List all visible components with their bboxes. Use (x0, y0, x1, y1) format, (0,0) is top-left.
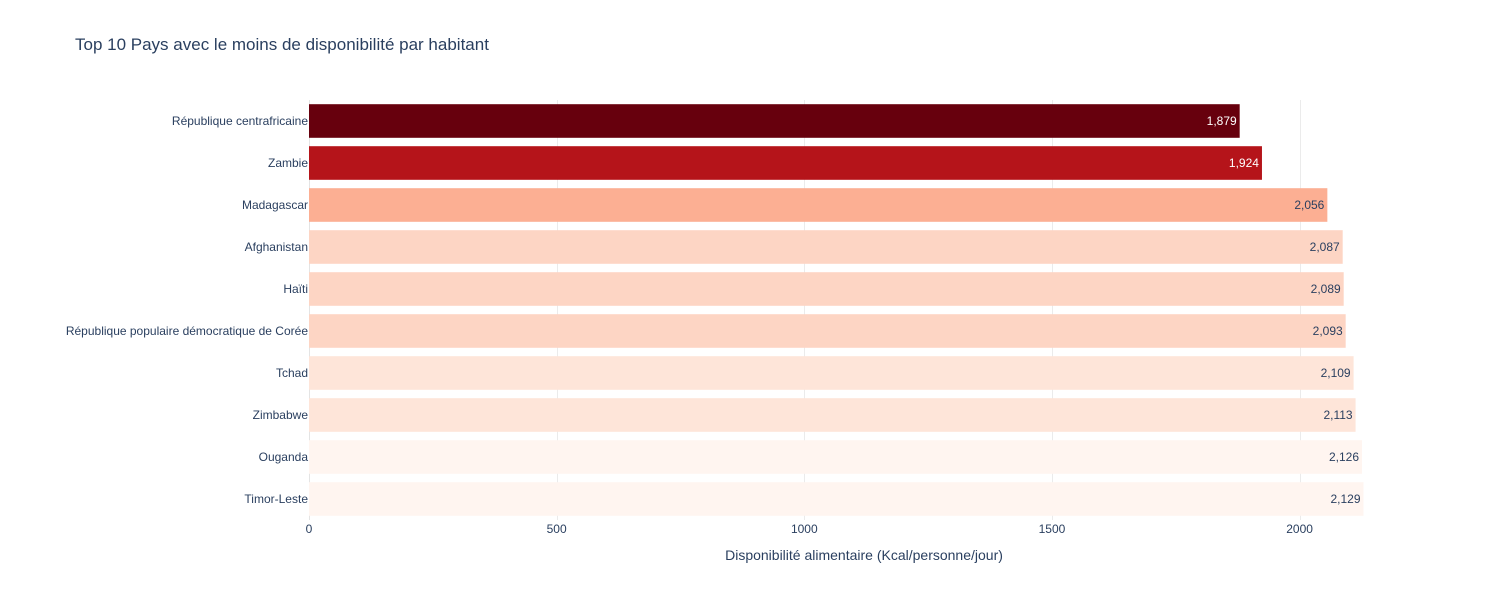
x-tick-label: 1500 (1039, 522, 1066, 536)
bar-value-label: 2,093 (1313, 324, 1343, 338)
y-axis-tick-labels: République centrafricaine Zambie Madagasca… (66, 114, 308, 506)
x-axis-title: Disponibilité alimentaire (Kcal/personne… (725, 547, 1003, 563)
x-tick-label: 0 (306, 522, 313, 536)
bar[interactable] (309, 104, 1240, 138)
y-tick-label: Zambie (268, 156, 308, 170)
bar-value-label: 1,924 (1229, 156, 1259, 170)
bar[interactable] (309, 230, 1343, 264)
bar-value-label: 2,087 (1310, 240, 1340, 254)
y-tick-label: Timor-Leste (244, 492, 308, 506)
bar-value-label: 2,089 (1311, 282, 1341, 296)
x-tick-label: 500 (547, 522, 567, 536)
y-tick-label: République populaire démocratique de Cor… (66, 324, 308, 338)
y-tick-label: Madagascar (242, 198, 308, 212)
bar[interactable] (309, 440, 1363, 474)
bar-value-label: 2,113 (1323, 408, 1352, 422)
bar[interactable] (309, 398, 1356, 432)
x-axis-tick-labels: 0 500 1000 1500 2000 (306, 522, 1314, 536)
bar-value-label: 1,879 (1207, 114, 1237, 128)
bar[interactable] (309, 356, 1354, 390)
x-tick-label: 2000 (1286, 522, 1313, 536)
y-tick-label: Afghanistan (245, 240, 308, 254)
bar[interactable] (309, 272, 1344, 306)
y-tick-label: Ouganda (259, 450, 309, 464)
bar[interactable] (309, 146, 1262, 180)
y-tick-label: Tchad (276, 366, 308, 380)
bars (309, 104, 1364, 516)
bar[interactable] (309, 188, 1328, 222)
bar-value-label: 2,126 (1329, 450, 1359, 464)
bar-value-label: 2,109 (1321, 366, 1351, 380)
bar-value-label: 2,056 (1294, 198, 1324, 212)
y-tick-label: Haïti (283, 282, 308, 296)
y-tick-label: République centrafricaine (172, 114, 308, 128)
bar[interactable] (309, 314, 1346, 348)
bar[interactable] (309, 482, 1364, 516)
bar-value-label: 2,129 (1330, 492, 1360, 506)
y-tick-label: Zimbabwe (253, 408, 309, 422)
chart-title: Top 10 Pays avec le moins de disponibili… (75, 35, 489, 54)
bar-value-labels: 1,879 1,924 2,056 2,087 2,089 2,093 2,109 2,113… (1207, 114, 1361, 506)
x-tick-label: 1000 (791, 522, 818, 536)
